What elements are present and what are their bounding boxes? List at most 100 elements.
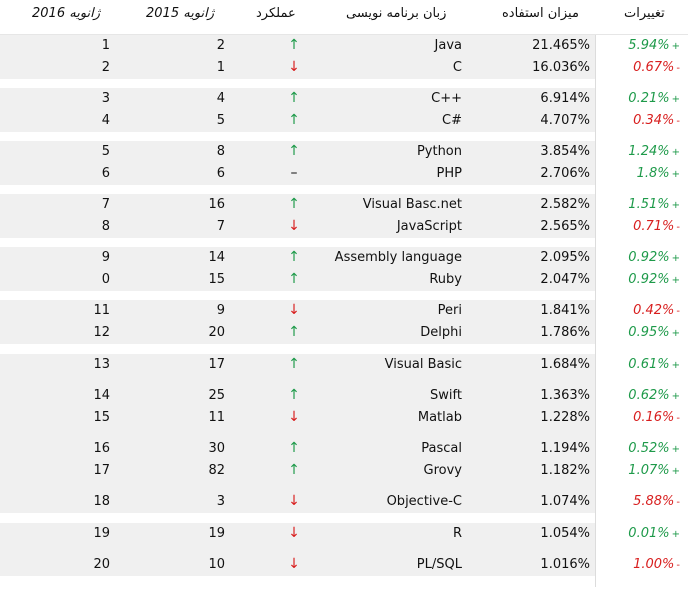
rank-2016: 14 bbox=[93, 388, 110, 403]
change-value: 0.52% + bbox=[600, 440, 680, 459]
usage-value: 1.363% bbox=[540, 388, 590, 403]
usage-value: 1.841% bbox=[540, 303, 590, 318]
rank-2015: 5 bbox=[216, 113, 225, 128]
rank-2016: 7 bbox=[101, 197, 110, 212]
trend-down-icon: ↓ bbox=[288, 302, 300, 318]
trend-up-icon: ↑ bbox=[288, 249, 300, 265]
rank-2015: 7 bbox=[216, 219, 225, 234]
trend-up-icon: ↑ bbox=[288, 462, 300, 478]
language-name: JavaScript bbox=[396, 219, 462, 234]
change-sign: - bbox=[676, 306, 680, 317]
rank-2015: 19 bbox=[208, 526, 225, 541]
trend-up-icon: ↑ bbox=[288, 112, 300, 128]
change-amount: 0.21% bbox=[628, 91, 670, 106]
rank-2016: 17 bbox=[93, 463, 110, 478]
rank-2016: 20 bbox=[93, 557, 110, 572]
change-amount: 5.88% bbox=[633, 494, 675, 509]
change-value: 0.34% - bbox=[600, 112, 680, 131]
change-value: 1.24% + bbox=[600, 143, 680, 162]
change-value: 5.88% - bbox=[600, 493, 680, 512]
trend-down-icon: ↓ bbox=[288, 525, 300, 541]
usage-value: 1.182% bbox=[540, 463, 590, 478]
rank-2016: 3 bbox=[101, 91, 110, 106]
rank-2015: 2 bbox=[216, 38, 225, 53]
rank-2015: 14 bbox=[208, 250, 225, 265]
change-value: 0.61% + bbox=[600, 356, 680, 375]
change-sign: + bbox=[671, 360, 680, 371]
row-band bbox=[0, 407, 595, 460]
language-name: Visual Basic bbox=[384, 357, 462, 372]
header-divider bbox=[0, 34, 688, 35]
rank-2016: 0 bbox=[101, 272, 110, 287]
change-value: 1.8% + bbox=[600, 165, 680, 184]
change-sign: + bbox=[671, 275, 680, 286]
change-sign: - bbox=[676, 413, 680, 424]
usage-value: 1.228% bbox=[540, 410, 590, 425]
rank-2015: 6 bbox=[216, 166, 225, 181]
rank-2016: 12 bbox=[93, 325, 110, 340]
language-name: Objective-C bbox=[386, 494, 462, 509]
row-band bbox=[0, 300, 595, 344]
trend-down-icon: ↓ bbox=[288, 493, 300, 509]
usage-value: 1.054% bbox=[540, 526, 590, 541]
trend-up-icon: ↑ bbox=[288, 37, 300, 53]
header-language: زبان برنامه نویسی bbox=[346, 6, 447, 21]
trend-up-icon: ↑ bbox=[288, 324, 300, 340]
usage-value: 4.707% bbox=[540, 113, 590, 128]
change-value: 1.00% - bbox=[600, 556, 680, 575]
change-amount: 0.67% bbox=[633, 60, 675, 75]
trend-up-icon: ↑ bbox=[288, 196, 300, 212]
language-name: Visual Basc.net bbox=[362, 197, 462, 212]
trend-down-icon: ↓ bbox=[288, 218, 300, 234]
header-jan2016: ژانویه 2016 bbox=[32, 6, 101, 21]
change-value: 0.71% - bbox=[600, 218, 680, 237]
usage-value: 3.854% bbox=[540, 144, 590, 159]
change-sign: + bbox=[671, 444, 680, 455]
change-amount: 1.8% bbox=[636, 166, 670, 181]
trend-down-icon: ↓ bbox=[288, 59, 300, 75]
usage-value: 2.565% bbox=[540, 219, 590, 234]
change-sign: - bbox=[676, 497, 680, 508]
change-sign: + bbox=[671, 328, 680, 339]
language-name: Grovy bbox=[423, 463, 462, 478]
rank-2015: 16 bbox=[208, 197, 225, 212]
usage-value: 1.016% bbox=[540, 557, 590, 572]
change-value: 0.16% - bbox=[600, 409, 680, 428]
rank-2016: 9 bbox=[101, 250, 110, 265]
row-band bbox=[0, 35, 595, 79]
header-change: تغییرات bbox=[624, 6, 665, 21]
usage-value: 2.095% bbox=[540, 250, 590, 265]
trend-down-icon: ↓ bbox=[288, 409, 300, 425]
change-value: 0.92% + bbox=[600, 249, 680, 268]
rank-2015: 17 bbox=[208, 357, 225, 372]
change-amount: 0.34% bbox=[633, 113, 675, 128]
change-value: 0.92% + bbox=[600, 271, 680, 290]
trend-up-icon: ↑ bbox=[288, 440, 300, 456]
change-amount: 0.42% bbox=[633, 303, 675, 318]
change-value: 0.62% + bbox=[600, 387, 680, 406]
change-amount: 5.94% bbox=[628, 38, 670, 53]
change-sign: + bbox=[671, 169, 680, 180]
change-value: 1.07% + bbox=[600, 462, 680, 481]
change-value: 0.67% - bbox=[600, 59, 680, 78]
trend-up-icon: ↑ bbox=[288, 387, 300, 403]
change-amount: 0.92% bbox=[628, 250, 670, 265]
change-sign: + bbox=[671, 466, 680, 477]
usage-value: 2.706% bbox=[540, 166, 590, 181]
rank-2015: 15 bbox=[208, 272, 225, 287]
usage-value: 16.036% bbox=[532, 60, 590, 75]
language-name: Pascal bbox=[421, 441, 462, 456]
change-sign: - bbox=[676, 560, 680, 571]
change-value: 0.95% + bbox=[600, 324, 680, 343]
rank-2015: 1 bbox=[216, 60, 225, 75]
change-sign: - bbox=[676, 63, 680, 74]
change-sign: + bbox=[671, 253, 680, 264]
change-value: 1.51% + bbox=[600, 196, 680, 215]
change-sign: - bbox=[676, 222, 680, 233]
trend-up-icon: ↑ bbox=[288, 90, 300, 106]
change-sign: + bbox=[671, 94, 680, 105]
change-value: 0.21% + bbox=[600, 90, 680, 109]
trend-up-icon: ↑ bbox=[288, 271, 300, 287]
change-amount: 0.61% bbox=[628, 357, 670, 372]
